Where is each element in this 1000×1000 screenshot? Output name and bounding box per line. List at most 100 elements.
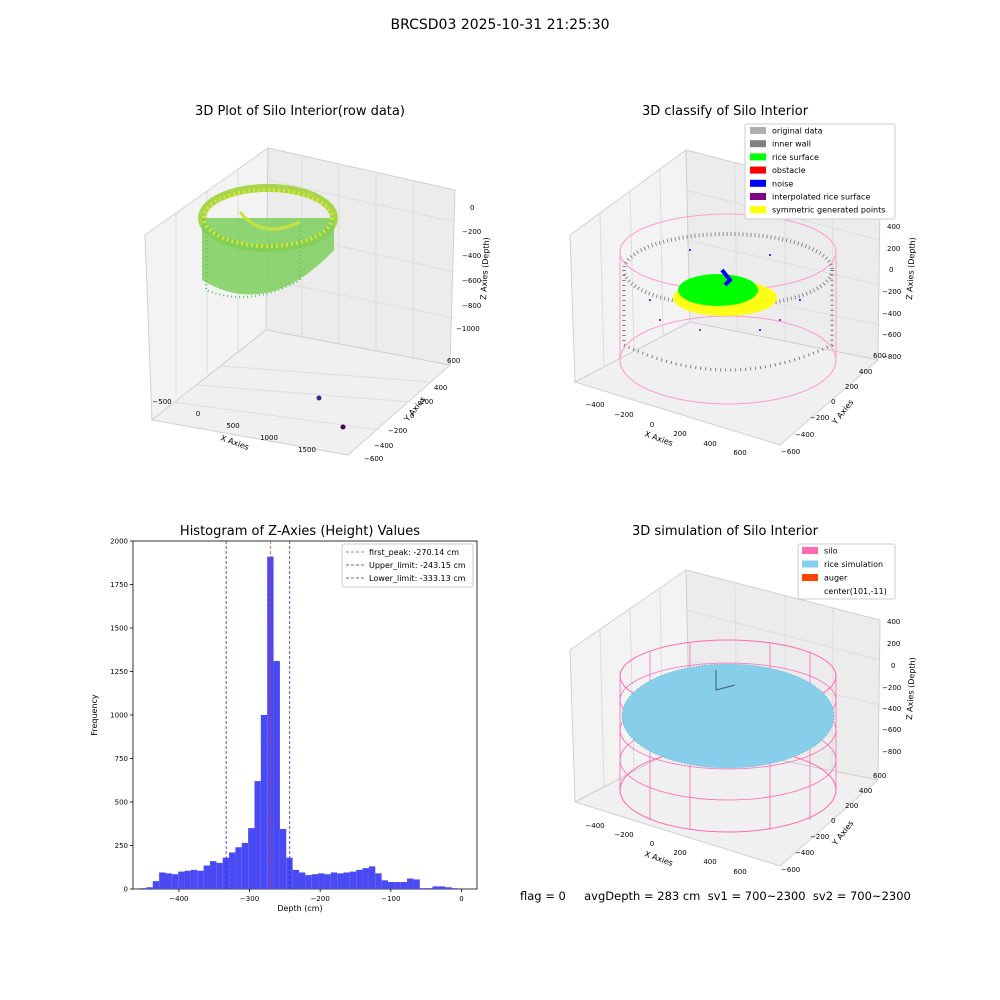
histogram-bar xyxy=(209,861,217,889)
plot1-ytick: 0 xyxy=(410,412,414,420)
histogram-bar xyxy=(330,872,338,889)
histogram-bar xyxy=(203,865,210,889)
plot4-ztick: 200 xyxy=(887,640,900,648)
histogram-bar xyxy=(140,888,147,889)
plot4-xtick: 200 xyxy=(673,849,686,857)
histogram-ylabel: Frequency xyxy=(90,694,99,736)
plot2-ytick: −400 xyxy=(795,431,814,439)
histogram-bar xyxy=(432,886,439,889)
plot1-ytick: 400 xyxy=(434,384,447,392)
plot2-ytick: −200 xyxy=(810,414,829,422)
plot2-ztick: −200 xyxy=(882,288,901,296)
histogram-bar xyxy=(178,871,185,889)
histogram-ytick-label: 1250 xyxy=(110,668,128,676)
plot2-xtick: 200 xyxy=(673,430,686,438)
histogram-bar xyxy=(318,873,325,889)
histogram-ytick-label: 250 xyxy=(115,842,128,850)
histogram-bar xyxy=(311,874,319,889)
histogram-xtick-label: −400 xyxy=(169,895,188,903)
histogram-bar xyxy=(235,847,242,889)
legend-label: Upper_limit: -243.15 cm xyxy=(369,561,466,570)
legend-swatch xyxy=(802,574,818,581)
plot4-ytick: −400 xyxy=(795,849,814,857)
plot1-ztick: −600 xyxy=(462,277,481,285)
plot2-zlabel: Z Axies (Depth) xyxy=(905,237,917,300)
histogram-bar xyxy=(343,872,350,889)
plot2-ytick: 600 xyxy=(873,352,886,360)
histogram-xtick-label: −300 xyxy=(240,895,259,903)
plot1-panel: −500 0 500 1000 1500 600 400 200 0 −200 … xyxy=(144,147,491,463)
histogram-ytick-label: 1750 xyxy=(110,581,128,589)
plot2-ztick: 200 xyxy=(887,245,900,253)
histogram-xtick-label: −100 xyxy=(381,895,400,903)
legend-swatch xyxy=(802,547,818,554)
histogram-bar xyxy=(413,879,420,889)
histogram-ytick-label: 0 xyxy=(124,886,128,894)
histogram-bar xyxy=(159,872,166,889)
legend-label: silo xyxy=(824,547,838,556)
plot1-xtick: −500 xyxy=(152,398,171,406)
plot2-ytick: 0 xyxy=(831,398,835,406)
plot2-legend: original data inner wall rice surface obsta… xyxy=(744,123,896,220)
histogram-bar xyxy=(337,873,344,889)
histogram-bar xyxy=(292,869,299,889)
plot4-xtick: 0 xyxy=(650,840,654,848)
plot4-zlabel: Z Axies (Depth) xyxy=(905,657,917,720)
histogram-bar xyxy=(356,869,363,889)
histogram-bar xyxy=(368,866,376,889)
plot4-ytick: −200 xyxy=(810,833,829,841)
plot4-ytick: −600 xyxy=(781,866,800,874)
plot2-ztick: −800 xyxy=(882,353,901,361)
plot2-ztick: −400 xyxy=(882,310,901,318)
histogram-bar xyxy=(394,882,401,889)
histogram-bar xyxy=(171,874,179,889)
plot4-ztick: 0 xyxy=(891,662,895,670)
plot4-ytick: 600 xyxy=(873,772,886,780)
histogram-bar xyxy=(298,872,306,889)
legend-label: auger xyxy=(824,574,848,583)
plot2-ztick: 0 xyxy=(889,266,893,274)
histogram-bar xyxy=(362,868,369,889)
histogram-ytick-label: 750 xyxy=(115,755,128,763)
legend-label: inner wall xyxy=(772,140,811,149)
plot1-ztick: −800 xyxy=(462,302,481,310)
histogram-ytick-label: 1500 xyxy=(110,625,128,633)
histogram-bar xyxy=(381,880,388,889)
plot1-ztick: −400 xyxy=(462,252,481,260)
histogram-bar xyxy=(451,888,458,889)
plot1-ytick: 600 xyxy=(447,357,460,365)
plot2-xtick: 400 xyxy=(703,440,716,448)
legend-swatch xyxy=(750,179,766,187)
histogram-bar xyxy=(229,852,236,889)
histogram-panel: −400 −300 −200 −100 0 0 250 500 750 1000 1250 1500… xyxy=(90,538,478,913)
legend-label: Lower_limit: -333.13 cm xyxy=(369,574,466,583)
plot4-xtick: 400 xyxy=(703,858,716,866)
legend-swatch xyxy=(750,193,766,200)
histogram-bar xyxy=(184,870,191,889)
plot2-xtick: −400 xyxy=(585,401,604,409)
plot2-panel: −400 −200 0 200 400 600 600 400 200 0 −2… xyxy=(569,123,917,457)
figure-title: BRCSD03 2025-10-31 21:25:30 xyxy=(390,17,610,33)
plot4-ztick: −600 xyxy=(882,726,901,734)
plot1-ytick: −400 xyxy=(374,442,393,450)
legend-label: rice surface xyxy=(772,153,819,162)
plot1-ztick: −200 xyxy=(462,228,481,236)
plot4-xtick: −400 xyxy=(585,822,604,830)
legend-swatch xyxy=(750,127,766,134)
histogram-bar xyxy=(197,870,204,889)
plot4-xlabel: X Axies xyxy=(643,849,674,868)
histogram-bar xyxy=(260,715,268,889)
plot4-ztick: −200 xyxy=(882,684,901,692)
histogram-bar xyxy=(400,882,408,889)
plot2-xlabel: X Axies xyxy=(643,429,674,448)
plot1-xtick: 1500 xyxy=(298,446,316,454)
plot2-ytick: −600 xyxy=(781,448,800,456)
plot1-xtick: 1000 xyxy=(260,434,278,442)
histogram-bar xyxy=(419,888,427,889)
legend-label: rice simulation xyxy=(824,560,883,569)
plot1-ztick: −1000 xyxy=(456,325,480,333)
legend-label: original data xyxy=(772,127,823,136)
legend-label: interpolated rice surface xyxy=(772,193,870,202)
histogram-bar xyxy=(305,875,312,889)
